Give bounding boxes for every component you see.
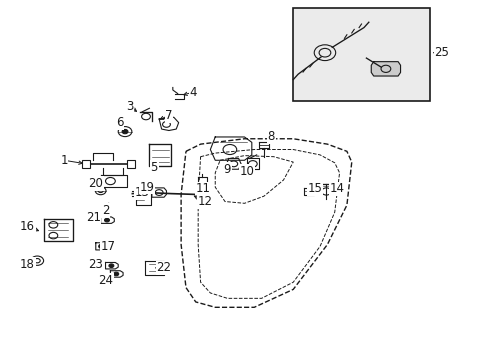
- Text: 6: 6: [116, 116, 123, 129]
- Text: 18: 18: [20, 258, 35, 271]
- Text: 4: 4: [189, 86, 197, 99]
- Text: 9: 9: [223, 163, 231, 176]
- Text: 12: 12: [198, 195, 213, 208]
- Text: 20: 20: [88, 177, 103, 190]
- Text: 1: 1: [60, 154, 68, 167]
- Text: 5: 5: [150, 161, 158, 174]
- Bar: [82, 159, 90, 168]
- Circle shape: [114, 272, 119, 276]
- Text: 2: 2: [102, 204, 109, 217]
- Text: 13: 13: [134, 186, 149, 199]
- Text: 8: 8: [267, 130, 274, 144]
- Circle shape: [122, 130, 128, 134]
- Text: 25: 25: [434, 46, 448, 59]
- Text: 14: 14: [329, 183, 344, 195]
- Text: 10: 10: [239, 165, 254, 177]
- Text: 23: 23: [88, 258, 103, 271]
- Text: 17: 17: [100, 240, 115, 253]
- Text: 7: 7: [165, 109, 172, 122]
- FancyBboxPatch shape: [293, 8, 429, 101]
- Circle shape: [99, 244, 104, 248]
- Text: 22: 22: [156, 261, 171, 274]
- Polygon shape: [370, 62, 400, 76]
- Text: 21: 21: [86, 211, 101, 224]
- Text: 24: 24: [98, 274, 113, 287]
- Bar: [127, 159, 135, 168]
- Text: 19: 19: [139, 181, 154, 194]
- Circle shape: [109, 264, 114, 267]
- Text: 15: 15: [307, 183, 322, 195]
- Circle shape: [104, 219, 109, 222]
- Text: 11: 11: [195, 183, 210, 195]
- Text: 3: 3: [126, 100, 133, 113]
- Text: 16: 16: [20, 220, 35, 233]
